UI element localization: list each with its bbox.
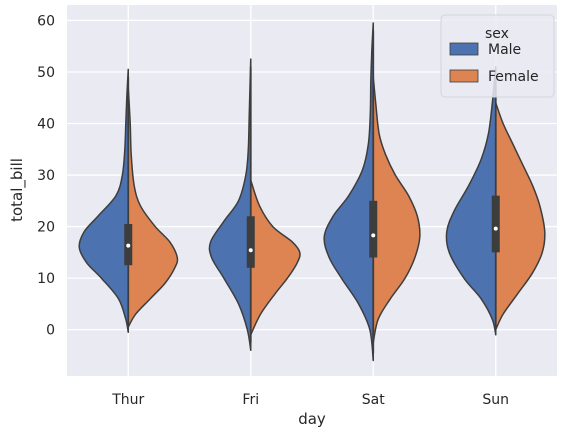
median-dot-sun [493,226,498,231]
legend-swatch-female [449,69,479,83]
iqr-box-sat [369,200,378,258]
violin-male-sun [445,66,497,336]
y-tick-label-30: 30 [37,168,55,184]
iqr-box-sun [491,195,500,253]
y-tick-label-60: 60 [37,13,55,29]
y-tick-label-20: 20 [37,220,55,236]
y-tick-labels: 0 10 20 30 40 50 60 [37,13,55,338]
violins [78,22,546,362]
legend-title: sex [485,26,509,42]
y-axis-title: total_bill [8,158,27,222]
x-tick-label-sat: Sat [362,392,385,408]
legend-swatch-male [449,42,479,56]
y-tick-label-10: 10 [37,271,55,287]
median-dot-fri [248,248,253,253]
legend: sex Male Female [440,14,555,98]
legend-label-male: Male [488,42,521,58]
median-dot-thur [126,243,131,248]
violin-male-fri [208,58,252,351]
violin-female-thur [127,86,179,328]
x-tick-labels: Thur Fri Sat Sun [111,392,509,408]
x-tick-label-thur: Thur [111,392,144,408]
x-tick-label-fri: Fri [242,392,259,408]
violin-male-thur [78,68,129,333]
y-tick-label-50: 50 [37,65,55,81]
legend-label-female: Female [488,69,539,85]
violin-female-sun [495,102,546,331]
violin-female-sat [372,76,421,344]
x-tick-label-sun: Sun [482,392,509,408]
iqr-box-fri [246,216,255,268]
violin-male-sat [323,22,374,362]
y-tick-label-0: 0 [46,323,55,339]
median-dot-sat [371,233,376,238]
y-tick-label-40: 40 [37,117,55,133]
x-axis-title: day [298,410,326,428]
violin-female-fri [250,179,301,336]
